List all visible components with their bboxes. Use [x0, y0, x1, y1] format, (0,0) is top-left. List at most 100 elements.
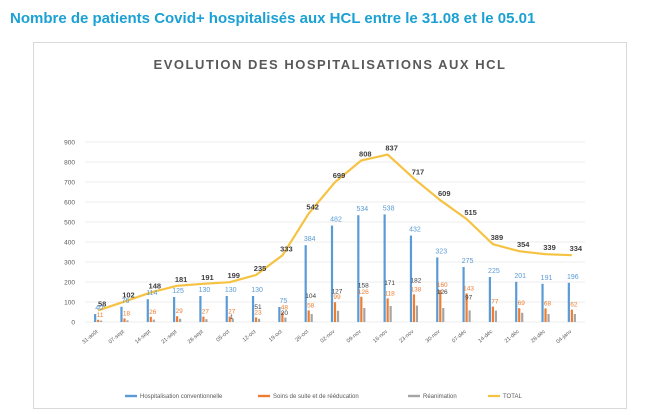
data-label-hosp: 482: [330, 217, 342, 224]
bar-2: [547, 314, 550, 322]
data-label-ssr: 27: [202, 309, 210, 316]
bar-0: [462, 267, 465, 322]
data-label-hosp: 432: [409, 227, 421, 234]
legend-swatch-0: [125, 394, 137, 398]
data-label-ssr: 99: [333, 294, 341, 301]
data-label-ssr: 126: [358, 289, 369, 296]
data-label-hosp: 384: [304, 236, 316, 243]
data-label-ssr: 58: [307, 302, 315, 309]
legend-swatch-1: [258, 394, 270, 398]
data-label-total: 808: [359, 149, 372, 158]
y-tick-label: 100: [64, 300, 75, 307]
data-label-ssr: 77: [491, 299, 499, 306]
data-label-ssr: 11: [97, 312, 104, 319]
bar-0: [515, 281, 518, 322]
chart-panel: EVOLUTION DES HOSPITALISATIONS AUX HCL: [33, 42, 627, 409]
bar-2: [284, 317, 287, 322]
bar-0: [330, 225, 334, 322]
y-tick-label: 200: [64, 280, 75, 287]
data-label-ssr: 18: [123, 310, 131, 317]
data-label-total: 389: [491, 233, 504, 242]
data-label-total: 199: [227, 271, 240, 280]
x-tick-label: 21-déc: [504, 329, 521, 345]
data-label-extra: 1: [230, 314, 234, 321]
data-label-ssr: 26: [149, 309, 157, 316]
chart-title: EVOLUTION DES HOSPITALISATIONS AUX HCL: [153, 57, 507, 72]
legend-label: Réanimation: [423, 394, 457, 400]
x-tick-label: 14-sept: [134, 329, 152, 346]
data-label-total: 717: [412, 168, 425, 177]
bar-1: [518, 308, 521, 322]
data-label-extra: 51: [254, 304, 262, 311]
data-label-total: 102: [122, 291, 135, 300]
bar-1: [386, 298, 389, 322]
bar-0: [357, 215, 360, 322]
x-tick-label: 07-sept: [108, 329, 126, 346]
data-label-extra: 158: [358, 282, 369, 289]
data-label-hosp: 201: [514, 273, 526, 280]
bar-1: [254, 317, 258, 322]
bar-2: [389, 306, 392, 322]
data-label-extra: 104: [305, 293, 316, 300]
x-tick-label: 14-déc: [477, 329, 494, 345]
y-tick-label: 600: [64, 200, 75, 207]
bar-0: [94, 314, 97, 322]
bar-1: [412, 294, 416, 322]
bar-1: [202, 316, 205, 322]
data-label-extra: 97: [465, 295, 473, 302]
bar-1: [544, 308, 547, 322]
y-tick-label: 500: [64, 220, 75, 227]
bar-0: [541, 283, 544, 322]
bar-0: [251, 296, 255, 322]
bar-2: [205, 319, 208, 322]
bar-0: [567, 282, 570, 322]
data-label-ssr: 62: [570, 302, 578, 309]
total-line: [97, 153, 572, 312]
bar-0: [304, 245, 307, 322]
data-label-hosp: 76: [122, 298, 130, 305]
data-label-hosp: 130: [225, 287, 237, 294]
bar-1: [307, 310, 310, 322]
bar-2: [468, 310, 471, 322]
data-label-total: 542: [306, 203, 319, 212]
bar-1: [97, 319, 100, 322]
y-tick-label: 700: [64, 180, 75, 187]
data-label-total: 191: [201, 273, 214, 282]
data-label-extra: 182: [411, 278, 422, 285]
bar-2: [231, 319, 234, 322]
data-label-hosp: 40: [95, 305, 103, 312]
bar-0: [409, 235, 413, 322]
y-tick-label: 0: [71, 320, 75, 327]
legend-label: Hospitalisation conventionnelle: [140, 394, 223, 400]
bar-0: [225, 296, 228, 322]
bar-1: [123, 318, 126, 322]
bar-1: [176, 316, 179, 322]
x-tick-label: 09-nov: [346, 329, 363, 345]
data-label-ssr: 69: [518, 300, 526, 307]
y-tick-label: 300: [64, 260, 75, 267]
data-label-ssr: 48: [281, 304, 289, 311]
bar-1: [228, 316, 231, 322]
legend-swatch-2: [408, 394, 420, 398]
data-label-total: 148: [149, 281, 162, 290]
x-tick-label: 19-oct: [268, 329, 284, 344]
data-label-total: 333: [280, 244, 293, 253]
data-label-ssr: 160: [437, 282, 448, 289]
bar-0: [173, 297, 176, 322]
data-label-total: 515: [464, 208, 477, 217]
data-label-total: 837: [385, 144, 398, 153]
y-tick-label: 800: [64, 160, 75, 167]
data-label-extra: 20: [281, 310, 289, 317]
bar-1: [281, 312, 284, 322]
bar-2: [363, 308, 366, 322]
x-tick-label: 26-oct: [294, 329, 310, 344]
bar-0: [488, 277, 491, 322]
bar-2: [152, 319, 155, 322]
data-label-hosp: 538: [383, 205, 395, 212]
data-label-total: 334: [570, 244, 583, 253]
data-label-total: 58: [98, 299, 106, 308]
data-label-total: 339: [543, 243, 556, 252]
data-label-extra: 126: [437, 289, 448, 296]
bar-2: [573, 314, 576, 322]
